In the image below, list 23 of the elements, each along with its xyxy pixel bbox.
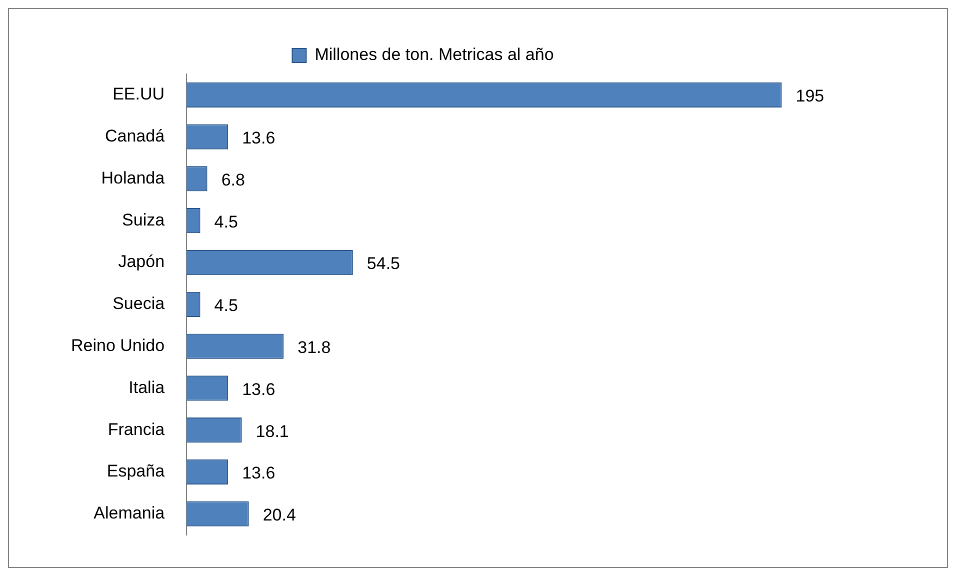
data-label: 13.6 [242, 464, 276, 483]
data-label: 31.8 [298, 338, 331, 357]
data-label: 195 [796, 86, 824, 106]
y-tick-label: España [106, 462, 166, 481]
data-label: 13.6 [242, 128, 276, 148]
data-label: 4.5 [214, 212, 238, 232]
y-tick-label: Alemania [94, 504, 166, 523]
data-label: 4.5 [214, 296, 238, 316]
y-tick-label: Francia [108, 420, 166, 439]
data-label: 20.4 [262, 506, 296, 525]
data-label: 13.6 [242, 380, 276, 399]
y-tick-label: Holanda [101, 168, 166, 188]
data-label: 6.8 [221, 170, 245, 190]
y-tick-label: Italia [128, 378, 166, 397]
y-tick-label: Suiza [122, 210, 166, 230]
legend-label: Millones de ton. Metricas al año [314, 45, 554, 64]
data-label: 54.5 [366, 254, 400, 274]
y-tick-label: Reino Unido [70, 336, 165, 355]
data-label: 18.1 [256, 422, 289, 441]
y-tick-label: Japón [118, 252, 165, 272]
y-tick-label: Canadá [104, 126, 166, 146]
y-tick-label: EE.UU [112, 84, 165, 104]
y-tick-label: Suecia [112, 294, 166, 314]
